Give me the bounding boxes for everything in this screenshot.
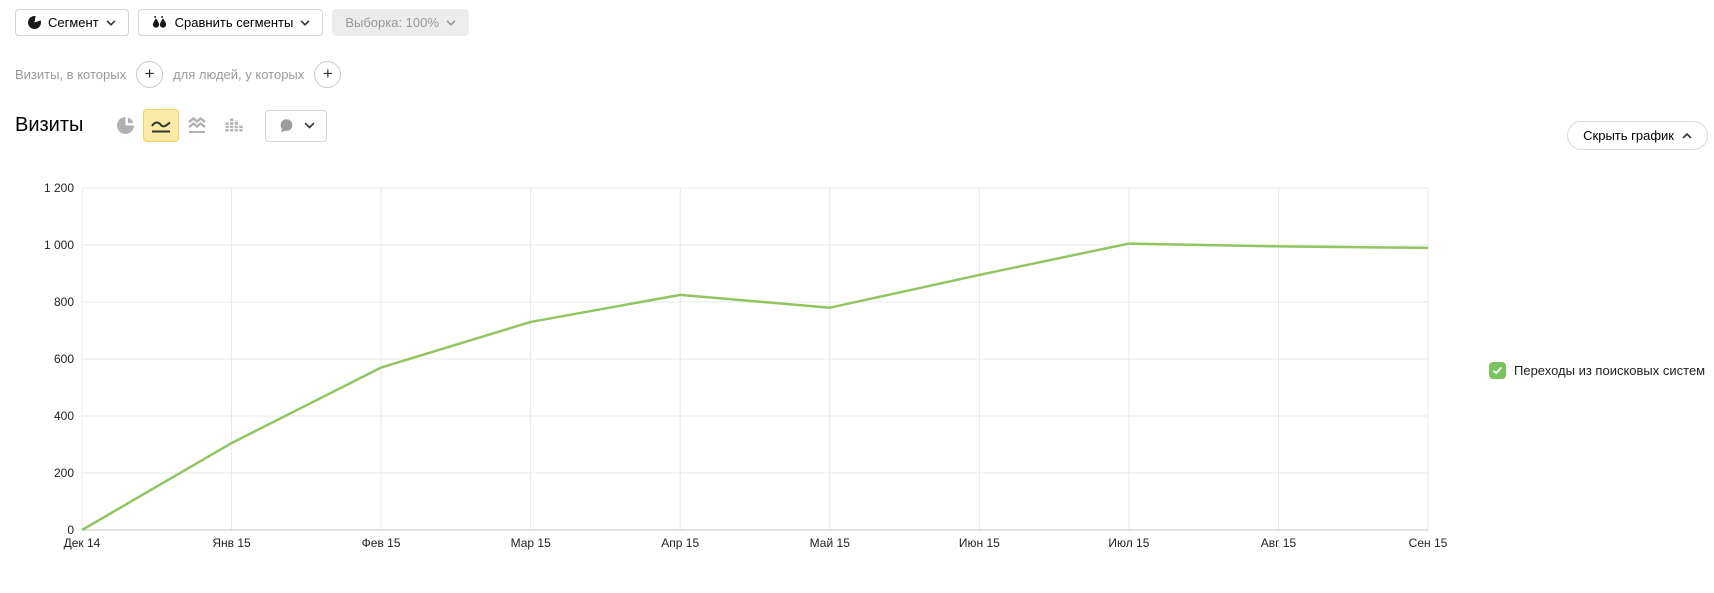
chevron-down-icon (446, 19, 456, 26)
legend-label: Переходы из поисковых систем (1514, 363, 1706, 378)
segment-button[interactable]: Сегмент (15, 9, 129, 36)
x-tick-label: Июн 15 (959, 536, 1000, 550)
line-chart-icon (151, 121, 171, 132)
columns-chart-icon (223, 118, 243, 132)
hide-chart-button[interactable]: Скрыть график (1567, 121, 1708, 150)
stacked-area-icon (188, 117, 207, 133)
segment-button-label: Сегмент (48, 15, 99, 30)
chevron-down-icon (304, 122, 315, 129)
x-tick-label: Фев 15 (362, 536, 401, 550)
x-tick-label: Янв 15 (212, 536, 251, 550)
two-drops-icon (152, 15, 166, 28)
chart-type-line-button[interactable] (143, 109, 180, 142)
plus-icon: + (322, 64, 333, 83)
people-condition-label: для людей, у которых (173, 67, 305, 82)
annotations-dropdown[interactable] (265, 109, 328, 142)
add-people-condition-button[interactable]: + (314, 61, 342, 88)
chevron-down-icon (300, 19, 310, 26)
y-tick-label: 1 200 (44, 181, 74, 195)
plus-icon: + (144, 64, 155, 83)
sampling-button[interactable]: Выборка: 100% (332, 9, 469, 36)
x-tick-label: Июл 15 (1108, 536, 1149, 550)
x-tick-label: Апр 15 (661, 536, 699, 550)
checkmark-icon (1492, 366, 1503, 375)
compare-segments-button[interactable]: Сравнить сегменты (137, 9, 324, 36)
hide-chart-label: Скрыть график (1583, 128, 1674, 143)
series-line (81, 242, 1429, 532)
visits-condition-label: Визиты, в которых (15, 67, 127, 82)
y-tick-label: 1 000 (44, 238, 74, 252)
chart-type-columns-button[interactable] (215, 109, 251, 142)
chart-type-pie-button[interactable] (107, 109, 143, 142)
y-tick-label: 600 (54, 352, 74, 366)
compare-segments-label: Сравнить сегменты (174, 15, 294, 30)
legend-checkbox[interactable] (1489, 362, 1506, 379)
visits-line-chart: Дек 14 Янв 15 Фев 15 Мар 15 Апр 15 Май 15 Июн … (44, 181, 1448, 550)
pie-chart-icon (116, 117, 134, 134)
sampling-label: Выборка: 100% (345, 15, 439, 30)
add-visit-condition-button[interactable]: + (136, 61, 164, 88)
x-tick-label: Мар 15 (511, 536, 551, 550)
y-tick-label: 0 (67, 523, 74, 537)
x-tick-label: Авг 15 (1261, 536, 1297, 550)
y-tick-label: 800 (54, 295, 74, 309)
comment-bubble-icon (280, 118, 293, 133)
page-title: Визиты (15, 114, 84, 136)
pie-segment-icon (28, 16, 41, 29)
chart-header: Визиты (15, 109, 328, 142)
segmentation-row: Визиты, в которых + для людей, у которых… (15, 61, 342, 88)
x-tick-label: Сен 15 (1409, 536, 1448, 550)
chart-type-stacked-area-button[interactable] (179, 109, 215, 142)
y-tick-label: 400 (54, 409, 74, 423)
chart-legend: Переходы из поисковых систем (1489, 362, 1705, 379)
x-tick-label: Май 15 (810, 536, 851, 550)
chevron-down-icon (106, 19, 116, 26)
toolbar: Сегмент Сравнить сегменты Выборка: 100% (15, 9, 469, 36)
chevron-up-icon (1682, 132, 1692, 139)
y-tick-label: 200 (54, 466, 74, 480)
x-tick-label: Дек 14 (64, 536, 101, 550)
